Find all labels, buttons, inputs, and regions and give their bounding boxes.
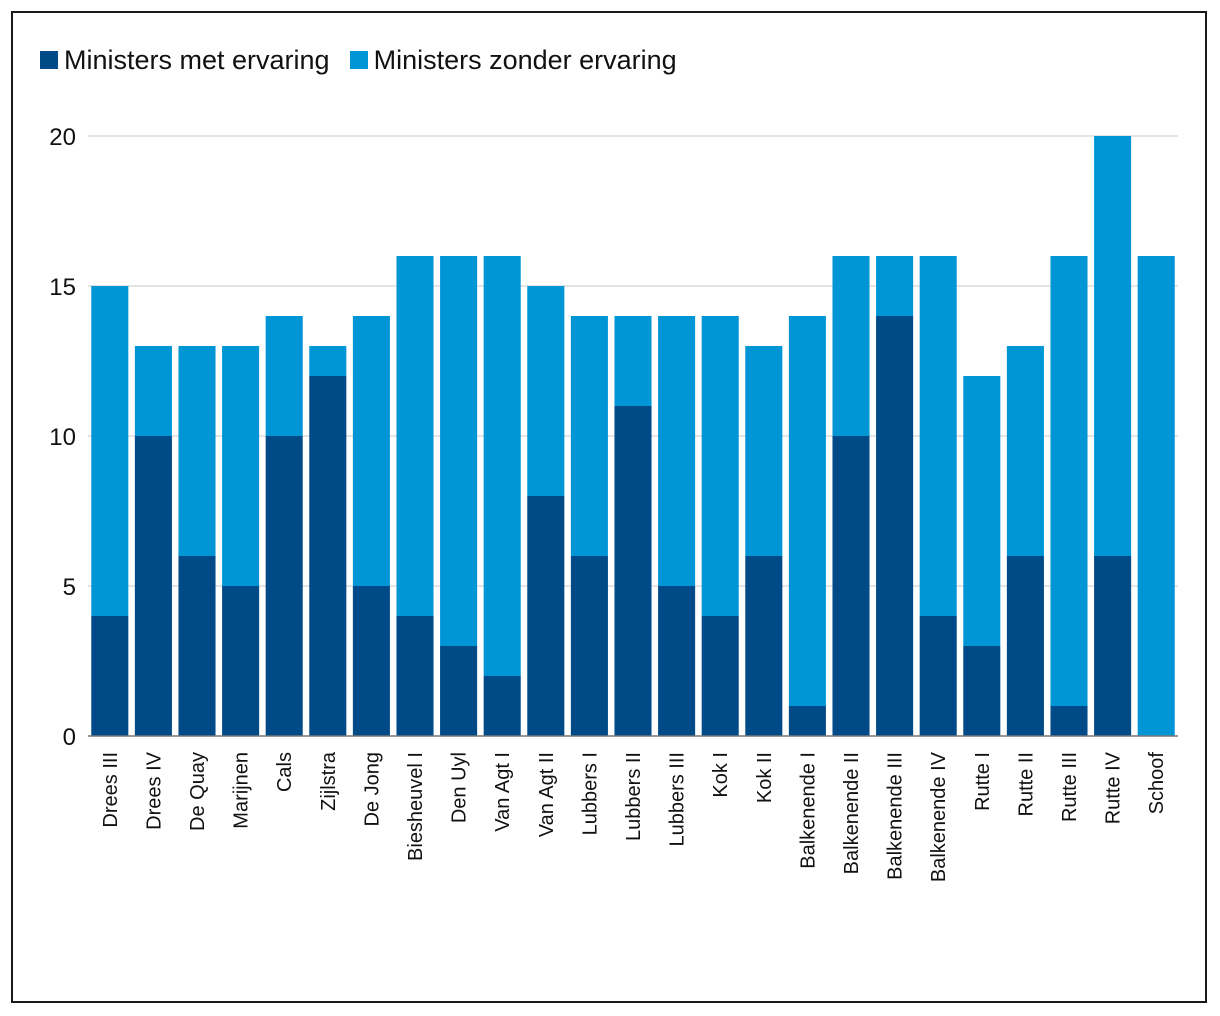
x-tick-label-5: Zijlstra xyxy=(318,751,340,811)
x-tick-label-17: Balkenende II xyxy=(841,752,863,874)
x-tick-label-11: Lubbers I xyxy=(579,752,601,835)
x-tick-label-6: De Jong xyxy=(361,752,383,827)
x-tick-label-3: Marijnen xyxy=(231,752,253,829)
legend-label-met-ervaring: Ministers met ervaring xyxy=(64,44,330,75)
bar-zonder-12 xyxy=(614,316,652,406)
bar-zonder-18 xyxy=(876,256,914,316)
x-tick-label-21: Rutte II xyxy=(1015,752,1037,816)
bar-met-7 xyxy=(396,616,434,736)
bar-met-16 xyxy=(788,706,826,736)
legend: Ministers met ervaring Ministers zonder … xyxy=(40,44,677,76)
bar-zonder-16 xyxy=(788,316,826,706)
x-tick-label-10: Van Agt II xyxy=(536,752,558,837)
legend-label-zonder-ervaring: Ministers zonder ervaring xyxy=(373,44,677,75)
bar-met-0 xyxy=(91,616,129,736)
bar-met-10 xyxy=(527,496,565,736)
bar-met-2 xyxy=(178,556,216,736)
bar-met-20 xyxy=(963,646,1001,736)
y-tick-label-5: 5 xyxy=(63,574,76,601)
x-tick-label-4: Cals xyxy=(274,752,296,792)
bar-met-13 xyxy=(658,586,696,736)
x-tick-label-12: Lubbers II xyxy=(623,752,645,841)
bar-zonder-8 xyxy=(440,256,478,646)
bar-met-19 xyxy=(919,616,957,736)
bar-met-17 xyxy=(832,436,870,736)
legend-item-met-ervaring: Ministers met ervaring xyxy=(40,45,330,76)
bar-zonder-7 xyxy=(396,256,434,616)
bar-met-21 xyxy=(1006,556,1044,736)
y-tick-label-20: 20 xyxy=(49,124,76,151)
x-tick-label-19: Balkenende IV xyxy=(928,751,950,882)
bar-zonder-14 xyxy=(701,316,739,616)
x-tick-label-24: Schoof xyxy=(1146,752,1168,815)
x-tick-label-14: Kok I xyxy=(710,752,732,798)
bar-met-3 xyxy=(222,586,260,736)
x-tick-label-0: Drees III xyxy=(100,752,122,828)
x-axis-labels: Drees III Drees IV De Quay Marijnen Cals Zijl… xyxy=(100,751,1168,882)
bar-zonder-4 xyxy=(265,316,303,436)
y-tick-label-0: 0 xyxy=(63,724,76,751)
x-tick-label-22: Rutte III xyxy=(1059,752,1081,822)
bar-zonder-13 xyxy=(658,316,696,586)
bar-zonder-24 xyxy=(1137,256,1175,736)
bar-zonder-0 xyxy=(91,286,129,616)
bar-zonder-10 xyxy=(527,286,565,496)
bar-zonder-15 xyxy=(745,346,783,556)
y-tick-label-10: 10 xyxy=(49,424,76,451)
bar-met-15 xyxy=(745,556,783,736)
bar-zonder-9 xyxy=(483,256,521,676)
bar-met-23 xyxy=(1094,556,1132,736)
bar-met-6 xyxy=(352,586,390,736)
bar-met-9 xyxy=(483,676,521,736)
x-tick-label-16: Balkenende I xyxy=(797,752,819,869)
bars xyxy=(91,136,1175,736)
bar-zonder-23 xyxy=(1094,136,1132,556)
bar-met-12 xyxy=(614,406,652,736)
bar-met-11 xyxy=(570,556,608,736)
bar-zonder-2 xyxy=(178,346,216,556)
x-tick-label-7: Biesheuvel I xyxy=(405,752,427,861)
bar-zonder-17 xyxy=(832,256,870,436)
bar-met-14 xyxy=(701,616,739,736)
y-tick-label-15: 15 xyxy=(49,274,76,301)
bar-met-22 xyxy=(1050,706,1088,736)
x-tick-label-2: De Quay xyxy=(187,752,209,831)
bar-zonder-3 xyxy=(222,346,260,586)
x-tick-label-23: Rutte IV xyxy=(1103,751,1125,824)
legend-item-zonder-ervaring: Ministers zonder ervaring xyxy=(349,44,677,76)
legend-swatch-zonder-ervaring xyxy=(349,51,368,69)
bar-met-18 xyxy=(876,316,914,736)
bar-zonder-19 xyxy=(919,256,957,616)
y-axis-ticks: 0 5 10 15 20 xyxy=(49,124,76,751)
x-tick-label-8: Den Uyl xyxy=(449,752,471,823)
bar-zonder-20 xyxy=(963,376,1001,646)
x-tick-label-15: Kok II xyxy=(754,752,776,803)
x-tick-label-9: Van Agt I xyxy=(492,752,514,832)
legend-swatch-met-ervaring xyxy=(40,51,58,69)
bar-zonder-5 xyxy=(309,346,347,376)
bar-zonder-6 xyxy=(352,316,390,586)
bar-met-5 xyxy=(309,376,347,736)
bar-zonder-11 xyxy=(570,316,608,556)
x-tick-label-18: Balkenende III xyxy=(885,752,907,880)
x-tick-label-13: Lubbers III xyxy=(667,752,689,847)
bar-met-8 xyxy=(440,646,478,736)
bar-zonder-1 xyxy=(134,346,172,436)
bar-met-1 xyxy=(134,436,172,736)
bar-met-4 xyxy=(265,436,303,736)
bar-zonder-21 xyxy=(1006,346,1044,556)
x-tick-label-1: Drees IV xyxy=(143,751,165,829)
x-tick-label-20: Rutte I xyxy=(972,752,994,811)
bar-zonder-22 xyxy=(1050,256,1088,706)
